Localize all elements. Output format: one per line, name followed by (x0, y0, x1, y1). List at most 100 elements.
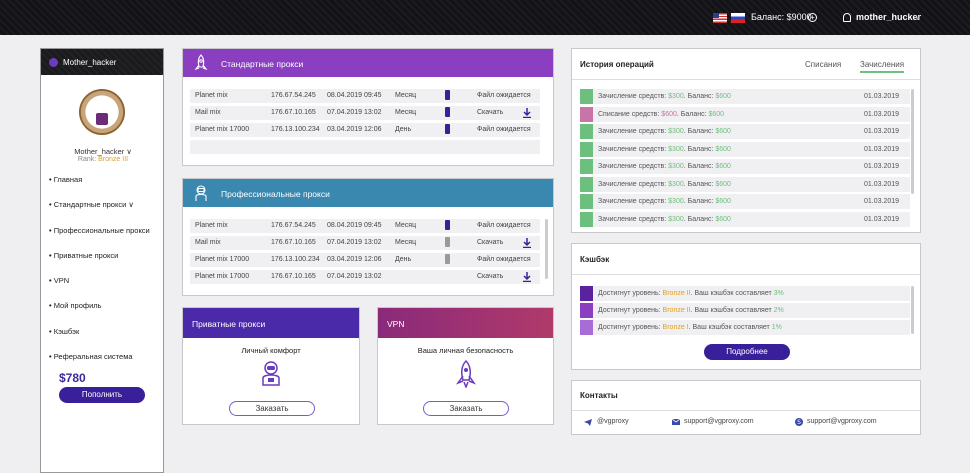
scrollbar[interactable] (911, 286, 914, 334)
professional-proxies-header: Профессиональные прокси (183, 179, 553, 207)
username[interactable]: mother_hucker (856, 12, 922, 22)
history-date: 01.03.2019 (864, 198, 900, 205)
cashback-text: Достигнут уровень: Bronze I. Ваш кэшбэк … (598, 324, 782, 331)
operation-icon (580, 176, 593, 192)
ru-flag-icon[interactable] (731, 13, 745, 23)
astronaut-icon (195, 185, 207, 201)
cashback-row: Достигнут уровень: Bronze I. Ваш кэшбэк … (580, 320, 910, 335)
history-text: Зачисление средств: $300. Баланс: $600 (598, 145, 731, 153)
scrollbar[interactable] (911, 89, 914, 194)
telegram-link[interactable]: @vgproxy (597, 418, 629, 425)
bell-icon[interactable] (843, 13, 851, 22)
sidebar: Mother_hacker Mother_hacker ∨ Rank: Bron… (40, 48, 164, 473)
menu-item-vpn[interactable]: VPN (49, 276, 150, 301)
history-row: Зачисление средств: $300. Баланс: $600 0… (580, 159, 910, 174)
tab-credit[interactable]: Зачисления (860, 60, 905, 73)
menu-item-cashback[interactable]: Кэшбэк (49, 327, 150, 352)
top-bar: Баланс: $9000 + mother_hucker ∨ (0, 0, 970, 35)
standard-proxies-panel: Стандартные прокси Planet mix 176.67.54.… (182, 48, 554, 166)
history-text: Зачисление средств: $300. Баланс: $600 (598, 215, 731, 223)
row-period: День (395, 256, 412, 263)
history-row: Зачисление средств: $300. Баланс: $600 0… (580, 141, 910, 157)
cashback-row: Достигнут уровень: Bronze II. Ваш кэшбэк… (580, 286, 910, 301)
row-name: Planet mix 17000 (195, 273, 250, 280)
contacts-title: Контакты (580, 391, 618, 400)
battery-icon (445, 124, 450, 134)
operation-icon (580, 106, 593, 122)
balance-text: Баланс: $9000 (751, 12, 812, 22)
row-status: Файл ожидается (477, 222, 531, 229)
row-ip: 176.67.54.245 (271, 222, 316, 229)
rank-line: Rank: Bronze III (41, 156, 165, 163)
cashback-text: Достигнут уровень: Bronze II. Ваш кэшбэк… (598, 290, 784, 297)
row-ip: 176.67.54.245 (271, 92, 316, 99)
scrollbar[interactable] (545, 219, 548, 279)
menu-item-standard-label: Стандартные прокси (53, 200, 127, 210)
cashback-title: Кэшбэк (580, 255, 610, 264)
menu-item-referral[interactable]: Реферальная система (49, 352, 150, 377)
chevron-down-icon[interactable]: ∨ (915, 13, 921, 22)
divider (572, 79, 920, 80)
table-row[interactable]: Mail mix 176.67.10.165 07.04.2019 13:02 … (190, 236, 540, 250)
history-date: 01.03.2019 (864, 93, 900, 100)
tab-debit[interactable]: Списания (805, 60, 842, 69)
rocket-icon (455, 360, 477, 388)
download-link[interactable]: Скачать (477, 109, 504, 116)
email-link[interactable]: support@vgproxy.com (684, 418, 754, 425)
download-link[interactable]: Скачать (477, 239, 504, 246)
chevron-down-icon: ∨ (128, 200, 134, 210)
history-date: 01.03.2019 (864, 180, 900, 188)
svg-text:S: S (797, 419, 801, 426)
download-icon[interactable] (523, 272, 531, 282)
cashback-panel: Кэшбэк Достигнут уровень: Bronze II. Ваш… (571, 243, 921, 370)
history-row: Зачисление средств: $300. Баланс: $600 0… (580, 211, 910, 227)
history-row: Зачисление средств: $300. Баланс: $600 0… (580, 176, 910, 192)
sidebar-balance: $780 (59, 371, 86, 385)
battery-icon (445, 107, 450, 117)
menu-item-professional[interactable]: Профессиональные прокси (49, 226, 150, 251)
profile-name[interactable]: Mother_hacker ∨ (41, 147, 165, 156)
row-date: 07.04.2019 13:02 (327, 273, 382, 280)
download-link[interactable]: Скачать (477, 273, 504, 280)
download-icon[interactable] (523, 108, 531, 118)
row-ip: 176.67.10.165 (271, 273, 316, 280)
row-name: Mail mix (195, 109, 221, 116)
level-icon (580, 286, 593, 301)
table-row[interactable]: Planet mix 176.67.54.245 08.04.2019 09:4… (190, 219, 540, 233)
operation-icon (580, 141, 593, 157)
menu-item-home[interactable]: Главная (49, 175, 150, 200)
professional-proxies-panel: Профессиональные прокси Planet mix 176.6… (182, 178, 554, 296)
table-row[interactable]: Planet mix 17000 176.67.10.165 07.04.201… (190, 270, 540, 284)
menu-item-private[interactable]: Приватные прокси (49, 251, 150, 276)
table-row-empty (190, 140, 540, 154)
table-row[interactable]: Planet mix 176.67.54.245 08.04.2019 09:4… (190, 89, 540, 103)
operation-icon (580, 124, 593, 139)
table-row[interactable]: Mail mix 176.67.10.165 07.04.2019 13:02 … (190, 106, 540, 120)
table-row[interactable]: Planet mix 17000 176.13.100.234 03.04.20… (190, 253, 540, 267)
menu-item-standard[interactable]: Стандартные прокси ∨ (49, 200, 150, 225)
topup-button[interactable]: Пополнить (59, 387, 145, 403)
row-period: Месяц (395, 239, 417, 246)
sidebar-header: Mother_hacker (41, 49, 163, 75)
more-button[interactable]: Подробнее (704, 344, 790, 360)
order-private-button[interactable]: Заказать (229, 401, 315, 416)
private-proxies-header: Приватные прокси (183, 308, 359, 338)
order-vpn-button[interactable]: Заказать (423, 401, 509, 416)
add-funds-icon[interactable]: + (808, 13, 817, 22)
us-flag-icon[interactable] (713, 13, 727, 23)
operation-icon (580, 194, 593, 209)
skype-link[interactable]: support@vgproxy.com (807, 418, 877, 425)
row-name: Planet mix 17000 (195, 126, 250, 133)
menu-item-profile[interactable]: Мой профиль (49, 301, 150, 326)
table-row[interactable]: Planet mix 17000 176.13.100.234 03.04.20… (190, 123, 540, 137)
row-status: Файл ожидается (477, 256, 531, 263)
download-icon[interactable] (523, 238, 531, 248)
row-date: 03.04.2019 12:06 (327, 256, 382, 263)
row-name: Planet mix (195, 92, 228, 99)
row-period: Месяц (395, 92, 417, 99)
divider (572, 410, 920, 411)
operation-icon (580, 211, 593, 227)
divider (572, 274, 920, 275)
astronaut-icon (262, 361, 280, 386)
row-ip: 176.13.100.234 (271, 126, 320, 133)
